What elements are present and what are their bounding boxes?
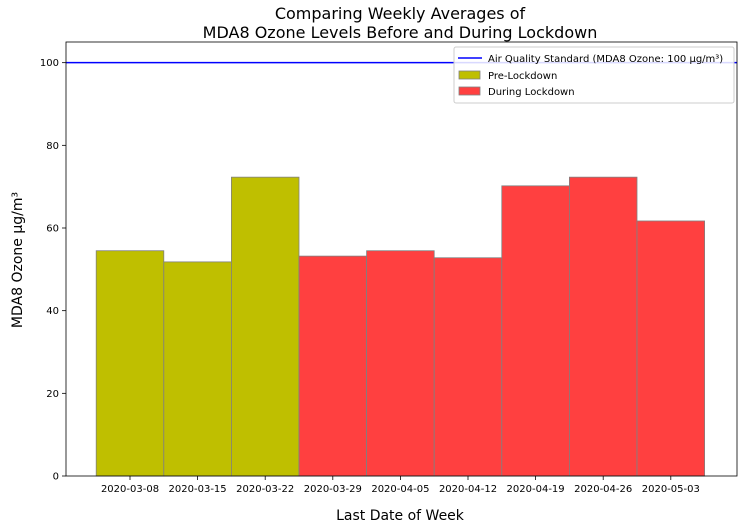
y-tick-label-0: 0 (53, 472, 59, 483)
bar-2020-04-19 (501, 185, 570, 477)
bar-2020-04-26 (569, 176, 638, 477)
chart-title-line-2: MDA8 Ozone Levels Before and During Lock… (203, 23, 598, 42)
legend-pre-lockdown-swatch (458, 70, 481, 80)
x-tick-label-2020-04-05: 2020-04-05 (371, 484, 429, 495)
plot-frame (65, 41, 738, 477)
y-axis-label: MDA8 Ozone μg/m³ (10, 192, 26, 328)
x-tick-label-2020-04-12: 2020-04-12 (439, 484, 497, 495)
x-tick-label-2020-04-26: 2020-04-26 (574, 484, 632, 495)
bars-group (95, 176, 705, 477)
y-tick-label-80: 80 (46, 141, 59, 152)
bar-2020-05-03 (636, 220, 705, 477)
x-tick-label-2020-05-03: 2020-05-03 (642, 484, 700, 495)
legend-box (453, 46, 735, 104)
x-tick-label-2020-04-19: 2020-04-19 (507, 484, 565, 495)
x-ticks-group: 2020-03-08 2020-03-15 2020-03-22 2020-03-29… (101, 476, 700, 495)
x-tick-label-2020-03-22: 2020-03-22 (236, 484, 294, 495)
bar-2020-03-08 (95, 250, 165, 477)
bar-2020-03-29 (298, 255, 367, 477)
y-tick-label-40: 40 (46, 306, 59, 317)
y-tick-label-100: 100 (40, 58, 59, 69)
legend-during-lockdown-swatch (458, 86, 481, 96)
bar-2020-04-12 (433, 257, 503, 477)
legend-pre-lockdown-label: Pre-Lockdown (488, 71, 557, 82)
bar-2020-03-22 (230, 176, 300, 477)
legend: Air Quality Standard (MDA8 Ozone: 100 μg… (453, 46, 735, 104)
y-tick-label-60: 60 (46, 224, 59, 235)
y-tick-label-20: 20 (46, 389, 59, 400)
bar-2020-04-05 (366, 250, 435, 477)
bar-2020-03-15 (163, 261, 232, 477)
legend-during-lockdown-label: During Lockdown (488, 87, 575, 98)
chart-title-line-1: Comparing Weekly Averages of (275, 4, 526, 23)
x-axis-label: Last Date of Week (336, 508, 465, 524)
legend-reference-line-label: Air Quality Standard (MDA8 Ozone: 100 μg… (488, 54, 723, 65)
x-tick-label-2020-03-15: 2020-03-15 (169, 484, 227, 495)
x-tick-label-2020-03-08: 2020-03-08 (101, 484, 159, 495)
y-ticks-group: 0 20 40 60 80 100 (40, 58, 66, 483)
x-tick-label-2020-03-29: 2020-03-29 (304, 484, 362, 495)
